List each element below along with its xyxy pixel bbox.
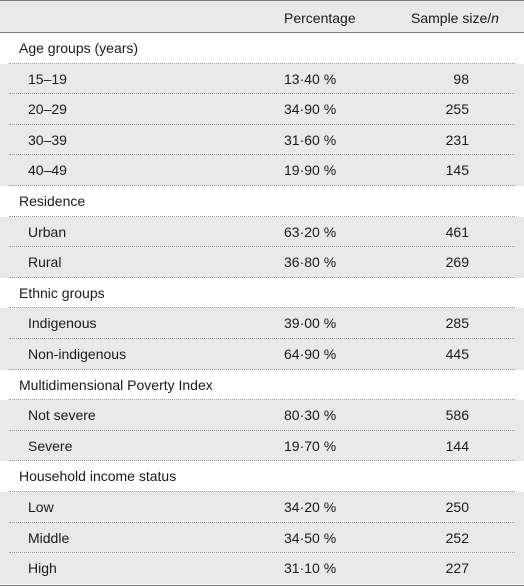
group-title: Age groups (years) (19, 40, 139, 56)
row-divider (9, 337, 515, 339)
row-label: 15–19 (28, 70, 67, 87)
row-percentage: 34·90 % (284, 101, 337, 118)
row-label: Rural (28, 254, 62, 271)
row-percentage: 36·80 % (284, 254, 337, 271)
group-title: Residence (19, 192, 86, 209)
group-title: Multidimensional Poverty Index (19, 376, 213, 393)
row-percentage: 63·20 % (284, 223, 337, 240)
table-header: Percentage Sample size/n (0, 0, 524, 33)
header-percentage: Percentage (284, 10, 356, 26)
row-percentage: 31·60 % (284, 131, 337, 148)
row-label: High (28, 560, 57, 577)
row-sample-size: 98 (453, 70, 469, 87)
header-sample-size: Sample size/n (411, 10, 499, 26)
row-label: Urban (28, 223, 67, 240)
row-label: Indigenous (28, 315, 97, 332)
row-percentage: 34·20 % (284, 498, 337, 515)
row-divider (9, 368, 515, 370)
row-percentage: 13·40 % (284, 70, 337, 87)
row-divider (9, 123, 515, 125)
row-sample-size: 144 (445, 437, 469, 454)
row-sample-size: 255 (445, 101, 469, 118)
row-sample-size: 285 (445, 315, 469, 332)
row-label: Not severe (28, 407, 96, 424)
row-label: Non-indigenous (28, 345, 127, 362)
table-row: High 31·10 % 227 (0, 553, 524, 584)
table-row: 15–19 13·40 % 98 (0, 63, 524, 95)
group-header-row: Residence (0, 185, 524, 217)
row-sample-size: 445 (445, 345, 469, 362)
row-percentage: 34·50 % (284, 529, 337, 546)
row-sample-size: 231 (445, 131, 469, 148)
row-divider (9, 93, 515, 95)
row-percentage: 19·90 % (284, 162, 337, 179)
row-percentage: 39·00 % (284, 315, 337, 332)
row-divider (9, 399, 515, 401)
table-row: Non-indigenous 64·90 % 445 (0, 338, 524, 370)
table-row: Low 34·20 % 250 (0, 491, 524, 523)
group-title: Household income status (19, 468, 177, 485)
row-label: 40–49 (28, 162, 67, 179)
row-sample-size: 227 (445, 560, 469, 577)
table-row: 20–29 34·90 % 255 (0, 94, 524, 125)
row-percentage: 31·10 % (284, 560, 337, 577)
row-sample-size: 252 (445, 529, 469, 546)
table-row: 40–49 19·90 % 145 (0, 155, 524, 186)
row-sample-size: 269 (445, 254, 469, 271)
row-sample-size: 461 (445, 223, 469, 240)
group-header-row: Ethnic groups (0, 277, 524, 309)
row-divider (9, 429, 515, 431)
group-header-row: Household income status (0, 461, 524, 492)
group-header-row: Multidimensional Poverty Index (0, 369, 524, 401)
row-divider (9, 552, 515, 554)
table-row: 30–39 31·60 % 231 (0, 124, 524, 156)
row-divider (9, 62, 515, 64)
table-row: Indigenous 39·00 % 285 (0, 308, 524, 339)
table-body: Age groups (years) 15–19 13·40 % 98 20–29 34·… (0, 33, 524, 584)
table-row: Severe 19·70 % 144 (0, 430, 524, 462)
group-header-row: Age groups (years) (0, 33, 524, 64)
row-label: Severe (28, 437, 73, 454)
header-sample-size-text: Sample size/ (411, 10, 492, 26)
row-label: 20–29 (28, 101, 67, 118)
table-row: Rural 36·80 % 269 (0, 247, 524, 278)
row-percentage: 64·90 % (284, 345, 337, 362)
row-label: Low (28, 498, 54, 515)
row-sample-size: 586 (445, 407, 469, 424)
header-sample-size-n: n (491, 10, 499, 26)
row-sample-size: 250 (445, 498, 469, 515)
row-divider (9, 154, 515, 156)
table-row: Middle 34·50 % 252 (0, 522, 524, 554)
table-row: Not severe 80·30 % 586 (0, 400, 524, 431)
group-title: Ethnic groups (19, 284, 105, 301)
table-row: Urban 63·20 % 461 (0, 216, 524, 248)
row-sample-size: 145 (445, 162, 469, 179)
row-label: 30–39 (28, 131, 67, 148)
row-divider (9, 521, 515, 523)
row-divider (9, 184, 515, 186)
row-divider (9, 490, 515, 492)
row-divider (9, 246, 515, 248)
row-label: Middle (28, 529, 70, 546)
row-divider (9, 276, 515, 278)
row-percentage: 19·70 % (284, 437, 337, 454)
row-divider (9, 215, 515, 217)
row-percentage: 80·30 % (284, 407, 337, 424)
row-divider (9, 307, 515, 309)
row-divider (9, 460, 515, 462)
